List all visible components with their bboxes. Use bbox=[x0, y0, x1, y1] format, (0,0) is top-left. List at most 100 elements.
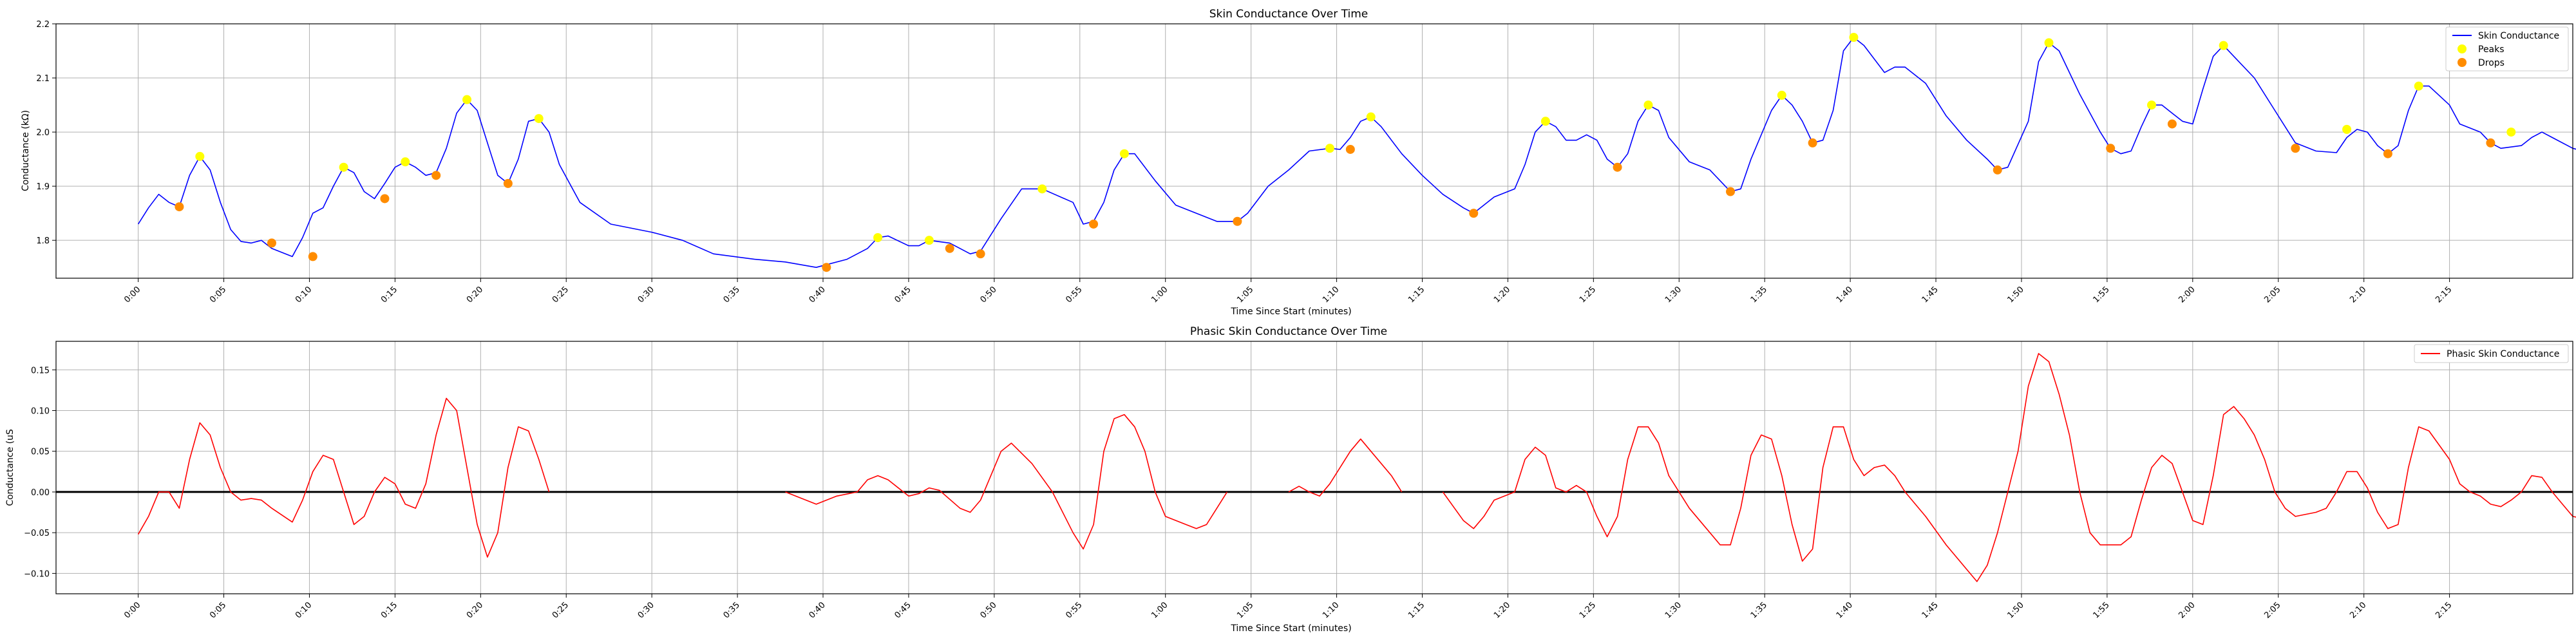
x-tick-label: 0:45 bbox=[893, 285, 913, 305]
x-axis-label: Time Since Start (minutes) bbox=[1230, 623, 1351, 634]
drop-marker bbox=[431, 171, 441, 180]
x-tick-label: 1:55 bbox=[2091, 285, 2111, 305]
x-tick-label: 0:30 bbox=[636, 600, 656, 620]
drop-marker bbox=[267, 238, 276, 248]
peak-marker bbox=[2506, 128, 2516, 137]
legend-label: Drops bbox=[2478, 58, 2505, 68]
x-tick-label: 1:40 bbox=[1835, 600, 1855, 620]
x-tick-label: 1:15 bbox=[1406, 285, 1426, 305]
peak-marker bbox=[1037, 184, 1047, 194]
x-axis-label: Time Since Start (minutes) bbox=[1230, 307, 1351, 317]
x-tick-label: 0:30 bbox=[636, 285, 656, 305]
x-tick-label: 2:10 bbox=[2348, 600, 2368, 620]
x-tick-label: 1:05 bbox=[1235, 600, 1255, 620]
y-tick-label: 2.2 bbox=[36, 20, 50, 30]
skin-conductance-chart: Skin Conductance Over Time 0:00 0:05 0:10 0… bbox=[21, 8, 2576, 317]
x-tick-label: 1:15 bbox=[1406, 600, 1426, 620]
x-tick-label: 1:50 bbox=[2006, 285, 2026, 305]
x-tick-label: 0:40 bbox=[808, 600, 828, 620]
peak-marker bbox=[1325, 144, 1334, 153]
drop-marker bbox=[175, 202, 184, 212]
x-tick-label: 0:50 bbox=[978, 285, 998, 305]
x-tick-label: 2:05 bbox=[2262, 285, 2282, 305]
x-tick-label: 2:10 bbox=[2348, 285, 2368, 305]
drop-marker bbox=[2383, 149, 2392, 158]
x-tick-label: 0:05 bbox=[208, 600, 228, 620]
peak-marker bbox=[2044, 38, 2054, 48]
phasic-series-line bbox=[137, 397, 550, 558]
x-tick-label: 0:25 bbox=[551, 285, 571, 305]
peak-marker bbox=[534, 114, 544, 124]
y-tick-label: 2.0 bbox=[36, 128, 50, 138]
x-tick-label: 1:25 bbox=[1578, 285, 1598, 305]
drop-marker bbox=[1726, 187, 1736, 196]
y-tick-label: 1.9 bbox=[36, 182, 50, 192]
chart-title: Phasic Skin Conductance Over Time bbox=[1190, 325, 1387, 338]
legend: Skin Conductance Peaks Drops bbox=[2445, 26, 2569, 71]
x-tick-label: 2:05 bbox=[2262, 600, 2282, 620]
peak-marker bbox=[1777, 90, 1786, 100]
x-tick-label: 0:55 bbox=[1064, 600, 1084, 620]
phasic-series-line bbox=[785, 414, 1228, 550]
legend-label: Phasic Skin Conductance bbox=[2447, 349, 2559, 359]
y-tick-label: 2.1 bbox=[36, 74, 50, 84]
x-tick-label: 0:20 bbox=[465, 600, 485, 620]
x-tick-label: 1:35 bbox=[1749, 600, 1769, 620]
phasic-series-line bbox=[1442, 353, 2576, 582]
legend-label: Skin Conductance bbox=[2478, 31, 2559, 41]
x-tick-label: 0:45 bbox=[893, 600, 913, 620]
x-tick-label: 1:30 bbox=[1663, 600, 1683, 620]
peak-marker bbox=[1540, 117, 1550, 126]
y-tick-label: 0.05 bbox=[31, 448, 50, 457]
peak-marker bbox=[873, 232, 883, 242]
x-tick-label: 0:00 bbox=[122, 285, 142, 305]
plot-frame bbox=[55, 23, 2573, 279]
drop-marker bbox=[976, 249, 985, 259]
drop-marker bbox=[503, 178, 513, 188]
legend-marker-peaks bbox=[2458, 44, 2467, 53]
y-tick-label: 0.10 bbox=[31, 406, 50, 416]
x-tick-label: 2:00 bbox=[2177, 285, 2197, 305]
legend-label: Peaks bbox=[2478, 44, 2505, 55]
x-tick-label: 1:10 bbox=[1321, 285, 1341, 305]
x-tick-label: 0:35 bbox=[722, 600, 742, 620]
peak-marker bbox=[2219, 41, 2228, 50]
drop-marker bbox=[1808, 138, 1817, 147]
drop-marker bbox=[1993, 165, 2002, 175]
x-tick-label: 1:30 bbox=[1663, 285, 1683, 305]
peak-marker bbox=[924, 236, 934, 245]
drop-marker bbox=[1469, 209, 1479, 218]
peak-marker bbox=[2414, 81, 2423, 91]
peak-marker bbox=[1849, 33, 1859, 43]
drop-marker bbox=[308, 252, 317, 261]
phasic-conductance-chart: Phasic Skin Conductance Over Time 0:00 0:… bbox=[5, 325, 2576, 634]
x-tick-label: 0:40 bbox=[808, 285, 828, 305]
peak-marker bbox=[462, 95, 472, 104]
x-tick-label: 1:40 bbox=[1835, 285, 1855, 305]
x-tick-label: 0:10 bbox=[294, 600, 314, 620]
peak-marker bbox=[1643, 100, 1653, 110]
x-tick-label: 1:50 bbox=[2006, 600, 2026, 620]
y-tick-label: 0.00 bbox=[31, 488, 50, 498]
x-tick-label: 0:20 bbox=[465, 285, 485, 305]
y-tick-label: −0.10 bbox=[24, 569, 50, 579]
peak-marker bbox=[1119, 149, 1129, 158]
drop-marker bbox=[380, 194, 390, 204]
x-tick-label: 1:05 bbox=[1235, 285, 1255, 305]
drop-marker bbox=[945, 243, 954, 253]
drop-marker bbox=[1345, 144, 1355, 154]
peak-marker bbox=[2147, 100, 2157, 110]
x-tick-label: 1:20 bbox=[1492, 285, 1512, 305]
drop-marker bbox=[1089, 219, 1099, 229]
y-axis-label: Conductance (uS bbox=[5, 429, 15, 506]
drop-marker bbox=[822, 263, 831, 272]
y-tick-label: −0.05 bbox=[24, 529, 50, 538]
y-axis-label: Conductance (kΩ) bbox=[21, 110, 31, 191]
drop-marker bbox=[1613, 162, 1622, 172]
x-tick-label: 0:50 bbox=[978, 600, 998, 620]
conductance-series-line bbox=[137, 37, 2576, 268]
drop-marker bbox=[2291, 144, 2300, 153]
legend-marker-drops bbox=[2458, 58, 2467, 67]
x-tick-label: 1:00 bbox=[1150, 600, 1170, 620]
x-tick-label: 1:10 bbox=[1321, 600, 1341, 620]
